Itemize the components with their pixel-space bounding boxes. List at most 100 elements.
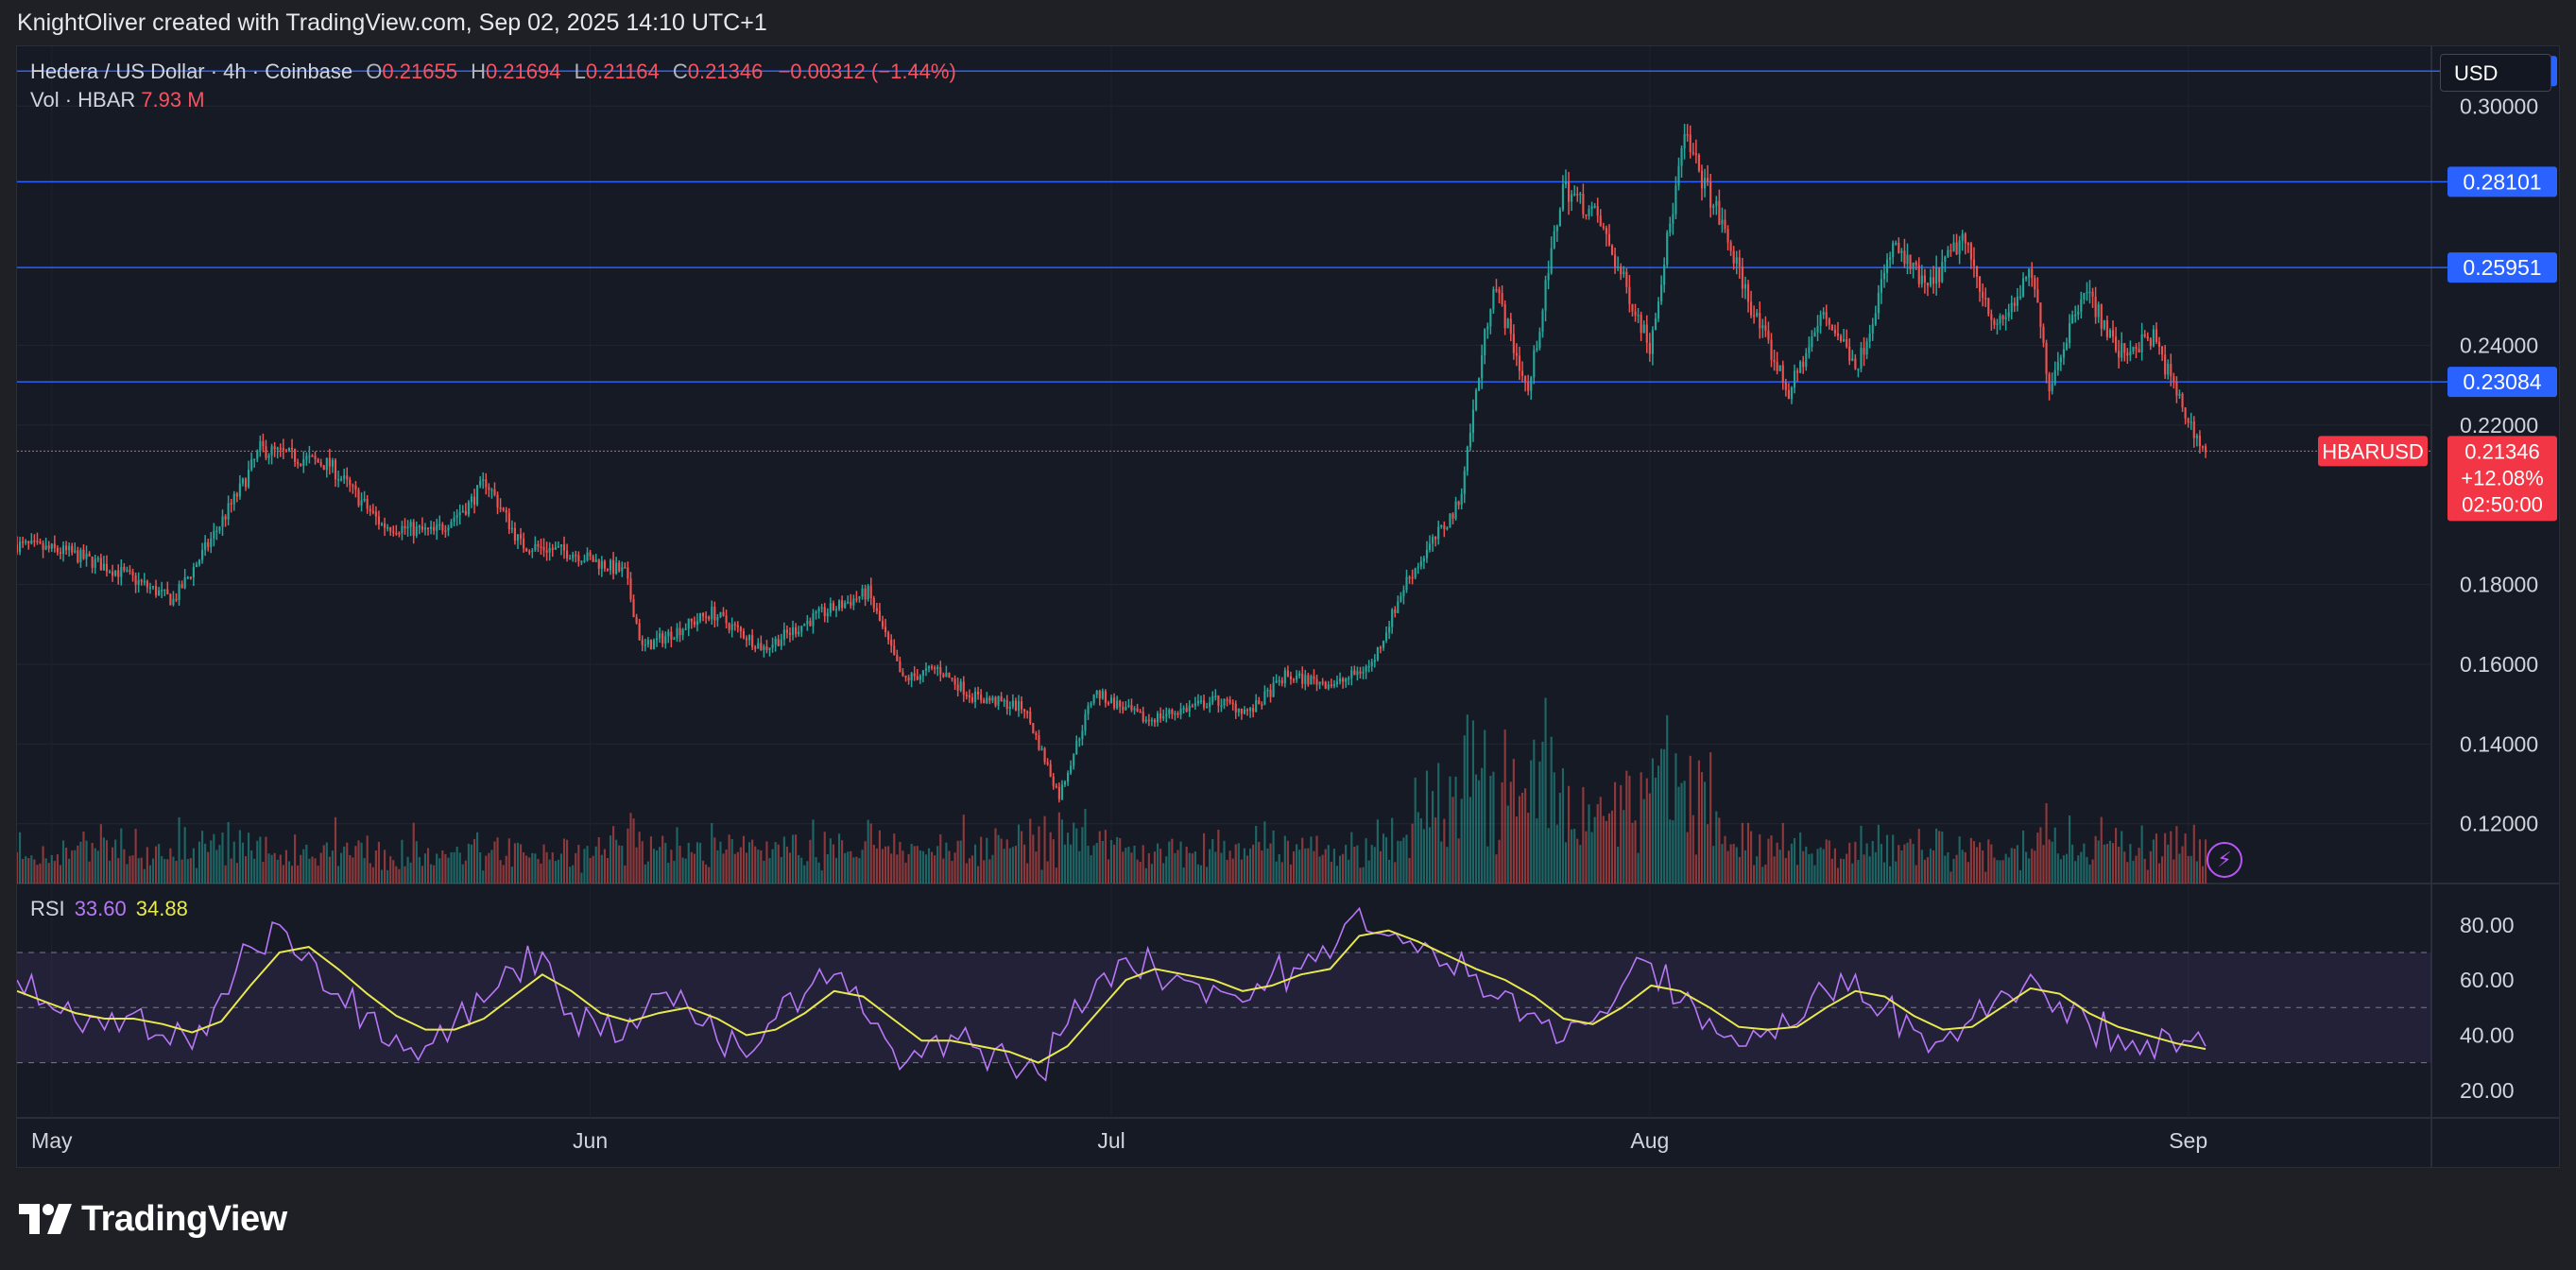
candle-body (1440, 524, 1443, 527)
volume-bar (1607, 813, 1611, 884)
candle-body (1689, 134, 1692, 153)
volume-bar (1836, 867, 1840, 884)
volume-bar (1501, 781, 1503, 884)
volume-bar (603, 849, 606, 884)
price-tick-label: 0.30000 (2460, 94, 2538, 118)
candle-body (2010, 302, 2013, 313)
volume-bar (1571, 829, 1573, 884)
candle-body (2083, 293, 2086, 300)
candle-body (1642, 324, 1645, 334)
volume-bar (438, 858, 441, 884)
volume-bar (959, 840, 962, 884)
volume-bar (583, 849, 586, 884)
volume-bar (467, 843, 470, 884)
volume-bar (224, 865, 227, 884)
volume-bar (1003, 849, 1005, 884)
volume-bar (1975, 847, 1979, 884)
candle-body (1474, 390, 1478, 410)
volume-bar (867, 819, 869, 884)
candle-body (1571, 194, 1573, 202)
candle-body (470, 496, 473, 503)
candle-body (383, 523, 386, 528)
tradingview-logo[interactable]: TradingView (19, 1198, 287, 1240)
chart-frame[interactable]: 0.308780.281010.259510.23084HBARUSD0.213… (16, 45, 2560, 1168)
candle-body (2111, 330, 2115, 337)
volume-bar (1721, 844, 1724, 884)
candle-body (1857, 369, 1860, 370)
lightning-icon[interactable]: ⚡ (2207, 842, 2242, 878)
candle-body (1770, 339, 1773, 360)
candle-body (681, 629, 684, 636)
candle-body (1454, 501, 1457, 519)
volume-bar (936, 846, 939, 884)
volume-bar (1553, 772, 1555, 884)
volume-bar (1272, 830, 1275, 884)
volume-bar (1926, 857, 1930, 884)
candle-body (1081, 730, 1084, 740)
candle-body (1999, 316, 2001, 324)
volume-bar (148, 865, 151, 884)
candle-body (1194, 703, 1196, 707)
volume-bar (1582, 786, 1585, 884)
candle-body (1501, 293, 1503, 305)
candle-body (433, 526, 436, 531)
candle-body (1561, 184, 1565, 210)
candle-body (1176, 712, 1179, 715)
volume-bar (1119, 837, 1122, 884)
volume-bar (1298, 850, 1301, 884)
candle-body (2086, 291, 2088, 294)
volume-bar (826, 853, 829, 884)
volume-bar (1144, 867, 1147, 884)
candle-body (1648, 342, 1651, 354)
currency-button[interactable]: USD (2440, 54, 2551, 92)
candle-body (597, 559, 600, 569)
volume-bar (1350, 832, 1353, 884)
candle-body (1014, 700, 1017, 712)
chart-canvas[interactable]: 0.308780.281010.259510.23084HBARUSD0.213… (17, 46, 2559, 1167)
candle-body (2149, 338, 2152, 347)
candle-body (1289, 676, 1293, 679)
candle-body (1860, 348, 1863, 369)
volume-bar (1784, 858, 1787, 884)
volume-bar (131, 855, 134, 884)
candle-body (1362, 671, 1365, 674)
candle-body (284, 450, 287, 453)
volume-bar (1335, 866, 1339, 884)
candle-body (1503, 304, 1506, 329)
volume-bar (302, 849, 305, 884)
volume-bar (519, 844, 523, 884)
candle-body (1261, 704, 1263, 706)
volume-bar (1040, 869, 1043, 884)
volume-bar (490, 850, 493, 884)
candle-body (1365, 666, 1367, 672)
candle-body (733, 624, 736, 626)
volume-bar (2140, 825, 2143, 884)
candle-body (1471, 409, 1475, 434)
candle-body (1819, 315, 1822, 326)
volume-bar (2059, 859, 2062, 884)
volume-bar (1359, 867, 1362, 884)
candle-body (294, 448, 297, 462)
candle-body (641, 640, 644, 645)
volume-bar (17, 851, 19, 884)
candle-body (352, 485, 354, 487)
candle-body (1547, 272, 1550, 281)
attribution-line: KnightOliver created with TradingView.co… (17, 9, 767, 36)
candle-body (875, 608, 878, 611)
candle-body (768, 647, 771, 650)
volume-bar (158, 844, 161, 884)
candle-body (1214, 695, 1217, 697)
candle-body (250, 459, 253, 471)
candle-body (713, 607, 716, 621)
volume-bar (1865, 843, 1868, 884)
candle-body (1576, 194, 1579, 196)
volume-bar (1104, 830, 1107, 884)
candle-body (1634, 311, 1637, 316)
candle-body (1240, 708, 1243, 714)
candle-body (235, 493, 238, 497)
volume-bar (221, 832, 224, 884)
volume-bar (627, 828, 629, 884)
volume-bar (765, 841, 768, 884)
candle-body (1466, 446, 1468, 472)
volume-bar (893, 833, 896, 884)
